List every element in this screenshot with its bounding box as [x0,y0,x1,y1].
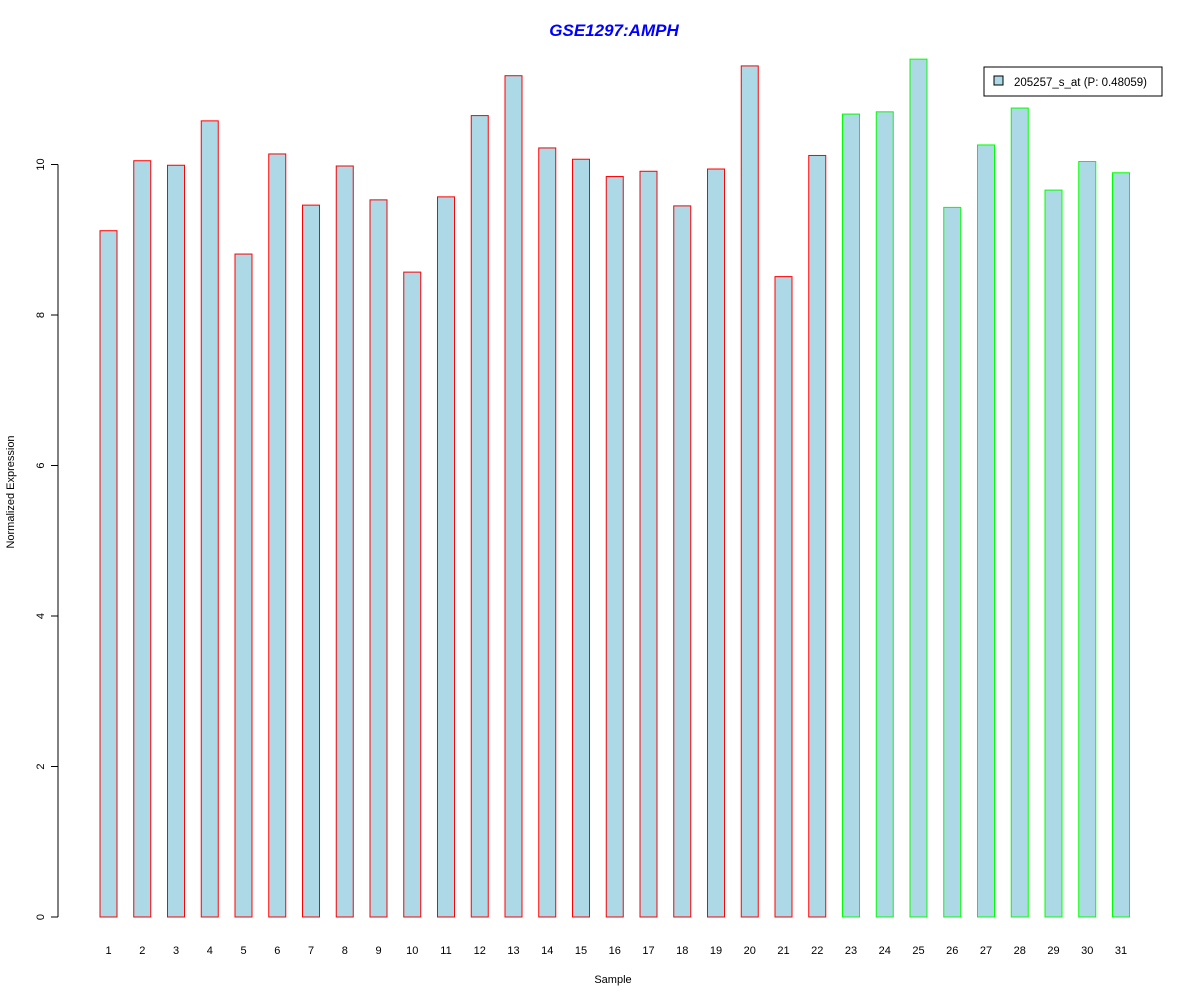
y-tick-label: 2 [35,763,47,769]
x-tick-label: 3 [173,945,179,957]
bar-sample-14 [538,147,557,918]
x-tick-label: 28 [1014,945,1026,957]
bar-sample-25 [909,58,928,918]
x-tick-label: 25 [912,945,924,957]
x-tick-label: 24 [879,945,891,957]
y-tick-label: 6 [35,462,47,468]
y-tick-label: 8 [35,312,47,318]
bar-sample-16 [605,176,624,918]
bar-sample-12 [470,115,489,918]
x-tick-label: 15 [575,945,587,957]
bar-sample-4 [200,120,219,918]
bar-sample-29 [1044,189,1063,918]
x-axis-label: Sample [594,974,631,986]
x-tick-label: 11 [440,945,451,957]
y-axis: 0 2 4 6 8 10 [35,158,59,920]
x-tick-label: 21 [777,945,789,957]
bar-sample-31 [1112,172,1130,918]
x-tick-label: 4 [207,945,213,957]
x-tick-label: 16 [609,945,621,957]
bar-sample-8 [335,165,354,918]
x-tick-label: 10 [406,945,418,957]
bar-sample-27 [977,144,995,918]
x-tick-label: 12 [474,945,486,957]
y-tick-label: 4 [35,613,47,619]
bar-sample-22 [808,154,827,918]
legend-swatch [993,75,1004,86]
x-tick-label: 17 [642,945,654,957]
x-tick-label: 8 [342,945,348,957]
bar-sample-17 [639,170,658,918]
bar-sample-19 [707,168,725,918]
x-tick-label: 9 [375,945,381,957]
bar-sample-9 [369,199,388,918]
legend-box [983,66,1163,97]
bar-sample-18 [673,205,692,918]
chart-title: GSE1297:AMPH [549,21,679,40]
bar-sample-15 [572,158,590,918]
bar-sample-5 [234,253,253,918]
bar-sample-2 [133,160,152,918]
legend: 205257_s_at (P: 0.48059) [983,66,1163,97]
bar-sample-13 [504,75,523,918]
y-tick-label: 10 [35,158,47,170]
x-tick-label: 19 [710,945,722,957]
x-tick-label: 18 [676,945,688,957]
x-tick-label: 26 [946,945,958,957]
bars-group [99,58,1130,918]
bar-sample-24 [875,111,894,918]
x-tick-label: 20 [744,945,756,957]
x-tick-label: 30 [1081,945,1093,957]
x-tick-label: 13 [507,945,519,957]
x-tick-label: 5 [240,945,246,957]
x-tick-label: 29 [1047,945,1059,957]
bar-sample-21 [774,276,793,918]
bar-sample-7 [302,204,320,918]
x-tick-label: 6 [274,945,280,957]
bar-sample-30 [1078,160,1097,918]
x-tick-label: 27 [980,945,992,957]
x-tick-label: 31 [1115,945,1127,957]
x-tick-label: 14 [541,945,553,957]
bar-sample-6 [268,153,287,918]
y-tick-label: 0 [35,914,47,920]
bar-sample-10 [403,271,422,918]
bar-sample-11 [437,196,455,918]
bar-sample-26 [943,206,962,918]
bar-sample-23 [842,113,860,918]
x-tick-label: 23 [845,945,857,957]
bar-sample-28 [1010,107,1029,918]
x-tick-label: 7 [308,945,314,957]
x-tick-label: 2 [139,945,145,957]
x-tick-label: 22 [811,945,823,957]
x-tick-labels: 1 2 3 4 5 6 7 8 9 10 11 12 13 14 15 16 17 18 19 20 21 22 23 24 2… [105,945,1127,957]
bar-sample-1 [99,230,118,918]
x-tick-label: 1 [105,945,111,957]
bar-sample-3 [167,164,185,918]
y-axis-label: Normalized Expression [5,435,17,548]
legend-entry-label: 205257_s_at (P: 0.48059) [1014,77,1147,89]
bar-sample-20 [740,65,759,918]
